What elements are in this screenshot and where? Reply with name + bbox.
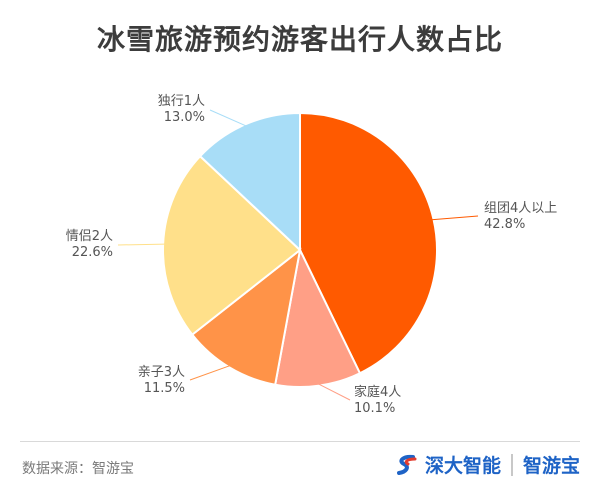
brand-separator	[510, 453, 513, 476]
brand: 深大智能 智游宝	[395, 451, 580, 478]
slice-value-label: 42.8%	[484, 217, 525, 232]
leader-line-2	[317, 383, 351, 401]
pie-slice-2	[274, 246, 362, 388]
data-source: 数据来源：智游宝	[22, 461, 134, 477]
slice-name-label: 组团4人以上	[484, 201, 557, 216]
chart-title: 冰雪旅游预约游客出行人数占比	[96, 23, 503, 56]
slice-name-label: 亲子3人	[138, 365, 185, 380]
pie-slice-5	[198, 111, 301, 253]
brand-name: 深大智能	[424, 455, 501, 477]
leader-line-4	[117, 243, 166, 246]
leader-line-1	[431, 215, 479, 221]
slice-name-label: 家庭4人	[354, 384, 401, 400]
brand-logo-icon	[396, 454, 417, 475]
footer-divider	[20, 441, 580, 442]
slice-value-label: 13.0%	[164, 110, 205, 125]
slice-value-label: 10.1%	[354, 401, 395, 416]
slice-name-label: 情侣2人	[66, 229, 113, 244]
pie-slice-3	[190, 247, 302, 386]
brand-sub-name: 智游宝	[522, 455, 580, 477]
slice-value-label: 11.5%	[144, 381, 185, 396]
slice-value-label: 22.6%	[72, 245, 113, 260]
leader-line-5	[209, 109, 247, 127]
slice-name-label: 独行1人	[158, 94, 205, 109]
leader-line-3	[189, 365, 231, 381]
